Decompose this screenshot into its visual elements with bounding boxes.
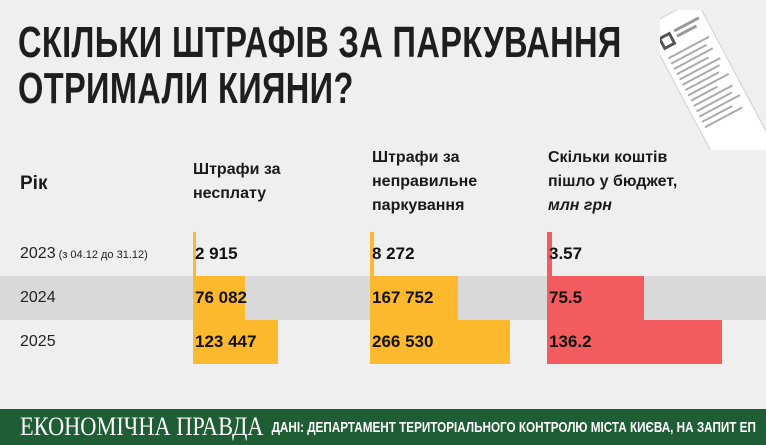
receipt-illustration	[660, 10, 766, 150]
bar-improper	[370, 276, 459, 320]
bar-budget	[547, 232, 552, 276]
header-budget-line2: пішло у бюджет,	[548, 173, 678, 190]
header-budget: Скільки коштів пішло у бюджет, млн грн	[548, 146, 677, 218]
header-unpaid-line2: несплату	[193, 185, 267, 202]
value-improper: 266 530	[372, 332, 434, 351]
value-improper: 8 272	[372, 244, 415, 263]
brand-logo: ЕКОНОМІЧНА ПРАВДА	[20, 412, 264, 441]
header-year: Рік	[20, 173, 48, 194]
row-year: 2024	[20, 289, 56, 306]
header-budget-line1: Скільки коштів	[548, 149, 668, 166]
value-unpaid: 76 082	[195, 288, 247, 307]
bar-improper	[370, 232, 375, 276]
header-improper-line2: неправильне	[372, 173, 478, 190]
value-budget: 136.2	[549, 332, 592, 351]
header-unpaid: Штрафи за несплату	[193, 158, 281, 206]
header-improper-line1: Штрафи за	[372, 149, 460, 166]
row-year: 2023 (з 04.12 до 31.12)	[20, 245, 148, 262]
value-improper: 167 752	[372, 288, 434, 307]
title-line-2: ОТРИМАЛИ КИЯНИ?	[18, 64, 354, 113]
page-title: СКІЛЬКИ ШТРАФІВ ЗА ПАРКУВАННЯ ОТРИМАЛИ К…	[18, 20, 622, 112]
value-unpaid: 2 915	[195, 244, 238, 263]
header-improper-line3: паркування	[372, 197, 465, 214]
source-note: ДАНІ: ДЕПАРТАМЕНТ ТЕРИТОРІАЛЬНОГО КОНТРО…	[271, 419, 756, 436]
row-year: 2025	[20, 333, 56, 350]
value-unpaid: 123 447	[195, 332, 257, 351]
header-unpaid-line1: Штрафи за	[193, 161, 281, 178]
bar-unpaid	[193, 232, 196, 276]
row-year-note: (з 04.12 до 31.12)	[55, 249, 148, 261]
bar-unpaid	[193, 320, 278, 364]
bar-unpaid	[193, 276, 246, 320]
header-improper: Штрафи за неправильне паркування	[372, 146, 477, 218]
bar-improper	[370, 320, 510, 364]
value-budget: 75.5	[549, 288, 583, 307]
footer: ЕКОНОМІЧНА ПРАВДА ДАНІ: ДЕПАРТАМЕНТ ТЕРИ…	[0, 409, 766, 445]
title-line-1: СКІЛЬКИ ШТРАФІВ ЗА ПАРКУВАННЯ	[18, 18, 622, 67]
bar-budget	[547, 276, 644, 320]
bar-budget	[547, 320, 722, 364]
value-budget: 3.57	[549, 244, 583, 263]
header-budget-unit: млн грн	[548, 197, 612, 214]
